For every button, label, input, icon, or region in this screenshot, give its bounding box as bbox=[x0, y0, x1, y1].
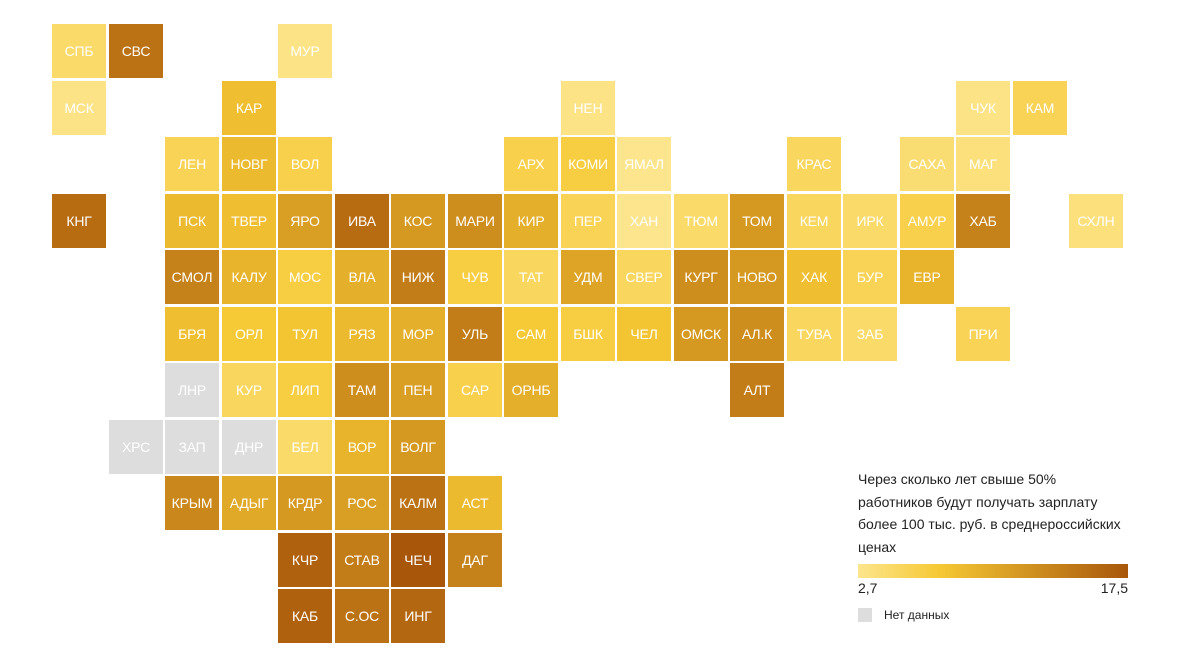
region-tile: СВЕР bbox=[617, 250, 671, 304]
region-tile: ИВА bbox=[335, 194, 389, 248]
legend-color-scale bbox=[858, 564, 1128, 578]
region-tile: ХАБ bbox=[956, 194, 1010, 248]
region-tile: ОРНБ bbox=[504, 363, 558, 417]
region-tile: МОС bbox=[278, 250, 332, 304]
region-tile: САР bbox=[448, 363, 502, 417]
region-tile: АМУР bbox=[900, 194, 954, 248]
region-tile: ХАК bbox=[787, 250, 841, 304]
region-tile: КЧР bbox=[278, 533, 332, 587]
region-tile: КУР bbox=[222, 363, 276, 417]
region-tile: БУР bbox=[843, 250, 897, 304]
region-tile: МОР bbox=[391, 307, 445, 361]
region-tile: СВС bbox=[109, 24, 163, 78]
region-tile: МАРИ bbox=[448, 194, 502, 248]
region-tile: ТОМ bbox=[730, 194, 784, 248]
region-tile: ДНР bbox=[222, 420, 276, 474]
region-tile: САМ bbox=[504, 307, 558, 361]
region-tile: КАМ bbox=[1013, 81, 1067, 135]
region-tile: РОС bbox=[335, 476, 389, 530]
region-tile: ВОЛ bbox=[278, 137, 332, 191]
region-tile: ИНГ bbox=[391, 589, 445, 643]
legend-min-label: 2,7 bbox=[858, 580, 878, 596]
legend-max-label: 17,5 bbox=[1100, 580, 1128, 596]
region-tile: ХАН bbox=[617, 194, 671, 248]
no-data-swatch bbox=[858, 608, 872, 622]
region-tile: МУР bbox=[278, 24, 332, 78]
region-tile: ЛНР bbox=[165, 363, 219, 417]
region-tile: КРЫМ bbox=[165, 476, 219, 530]
region-tile: КУРГ bbox=[674, 250, 728, 304]
region-tile: БШК bbox=[561, 307, 615, 361]
region-tile: КРДР bbox=[278, 476, 332, 530]
region-tile: ХРС bbox=[109, 420, 163, 474]
region-tile: СМОЛ bbox=[165, 250, 219, 304]
region-tile: РЯЗ bbox=[335, 307, 389, 361]
region-tile: ТУВА bbox=[787, 307, 841, 361]
region-tile: ЯМАЛ bbox=[617, 137, 671, 191]
region-tile: БРЯ bbox=[165, 307, 219, 361]
region-tile: НОВГ bbox=[222, 137, 276, 191]
region-tile: КНГ bbox=[52, 194, 106, 248]
region-tile: ЯРО bbox=[278, 194, 332, 248]
region-tile: БЕЛ bbox=[278, 420, 332, 474]
region-tile: ПЕН bbox=[391, 363, 445, 417]
region-tile: КАЛУ bbox=[222, 250, 276, 304]
region-tile: НОВО bbox=[730, 250, 784, 304]
region-tile: АДЫГ bbox=[222, 476, 276, 530]
region-tile: ТВЕР bbox=[222, 194, 276, 248]
region-tile: ЕВР bbox=[900, 250, 954, 304]
region-tile: СТАВ bbox=[335, 533, 389, 587]
legend-scale-labels: 2,7 17,5 bbox=[858, 578, 1128, 596]
region-tile: КАР bbox=[222, 81, 276, 135]
region-tile: ОРЛ bbox=[222, 307, 276, 361]
region-tile: С.ОС bbox=[335, 589, 389, 643]
region-tile: АЛ.К bbox=[730, 307, 784, 361]
legend: Через сколько лет свыше 50% работников б… bbox=[858, 468, 1138, 622]
region-tile: ЗАБ bbox=[843, 307, 897, 361]
region-tile: НЕН bbox=[561, 81, 615, 135]
region-tile: НИЖ bbox=[391, 250, 445, 304]
legend-no-data: Нет данных bbox=[858, 608, 1138, 622]
region-tile: ЧЕЛ bbox=[617, 307, 671, 361]
region-tile: ТАМ bbox=[335, 363, 389, 417]
region-tile: ПРИ bbox=[956, 307, 1010, 361]
region-tile: ЗАП bbox=[165, 420, 219, 474]
region-tile: ЧЕЧ bbox=[391, 533, 445, 587]
region-tile: ТАТ bbox=[504, 250, 558, 304]
region-tile: САХА bbox=[900, 137, 954, 191]
region-tile: УДМ bbox=[561, 250, 615, 304]
region-tile: ИРК bbox=[843, 194, 897, 248]
region-tile: КИР bbox=[504, 194, 558, 248]
region-tile: ЧУК bbox=[956, 81, 1010, 135]
region-tile: АРХ bbox=[504, 137, 558, 191]
region-tile: ТЮМ bbox=[674, 194, 728, 248]
region-tile: МСК bbox=[52, 81, 106, 135]
region-tile: МАГ bbox=[956, 137, 1010, 191]
region-tile: ЧУВ bbox=[448, 250, 502, 304]
region-tile: ДАГ bbox=[448, 533, 502, 587]
region-tile: КЕМ bbox=[787, 194, 841, 248]
region-tile: ОМСК bbox=[674, 307, 728, 361]
region-tile: ЛИП bbox=[278, 363, 332, 417]
region-tile: ВЛА bbox=[335, 250, 389, 304]
legend-title: Через сколько лет свыше 50% работников б… bbox=[858, 471, 1121, 555]
region-tile: КОМИ bbox=[561, 137, 615, 191]
region-tile: ВОР bbox=[335, 420, 389, 474]
region-tile: ПСК bbox=[165, 194, 219, 248]
region-tile: ВОЛГ bbox=[391, 420, 445, 474]
region-tile: КОС bbox=[391, 194, 445, 248]
region-tile: СХЛН bbox=[1069, 194, 1123, 248]
region-tile: КАБ bbox=[278, 589, 332, 643]
region-tile: АСТ bbox=[448, 476, 502, 530]
region-tile: ТУЛ bbox=[278, 307, 332, 361]
region-tile: СПБ bbox=[52, 24, 106, 78]
region-tile: ПЕР bbox=[561, 194, 615, 248]
no-data-label: Нет данных bbox=[884, 608, 950, 622]
region-tile: АЛТ bbox=[730, 363, 784, 417]
region-tile: УЛЬ bbox=[448, 307, 502, 361]
region-tile: ЛЕН bbox=[165, 137, 219, 191]
region-tile: КРАС bbox=[787, 137, 841, 191]
region-tile: КАЛМ bbox=[391, 476, 445, 530]
